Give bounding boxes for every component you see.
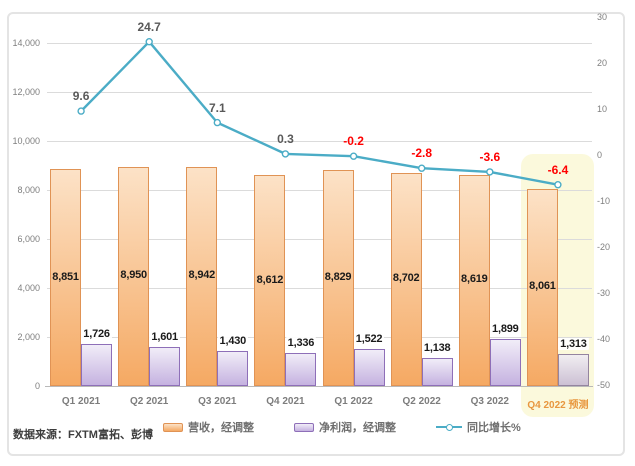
x-axis-label: Q1 2021 <box>61 396 101 407</box>
revenue-bar <box>458 174 490 386</box>
revenue-value-label: 8,829 <box>324 270 352 283</box>
profit-value-label: 1,601 <box>149 330 180 343</box>
legend-label-revenue: 营收，经调整 <box>188 422 254 434</box>
y2-axis-tick-label: 0 <box>597 149 603 160</box>
y2-axis-tick-label: 30 <box>597 11 608 22</box>
y2-axis-tick-label: -50 <box>597 379 611 390</box>
growth-value-label: -2.8 <box>411 146 433 161</box>
legend-item-growth: 同比增长% <box>436 419 521 435</box>
y-axis-tick-label: 4,000 <box>17 282 40 293</box>
revenue-bar <box>526 188 558 386</box>
x-axis-label: Q2 2022 <box>402 396 441 407</box>
revenue-value-label: 8,950 <box>120 269 147 282</box>
revenue-swatch-icon <box>163 422 183 432</box>
legend-item-revenue: 营收，经调整 <box>163 419 254 435</box>
revenue-value-label: 8,061 <box>529 280 556 293</box>
revenue-value-label: 8,612 <box>256 273 284 286</box>
legend-item-profit: 净利润，经调整 <box>294 419 396 435</box>
x-axis-label: Q3 2021 <box>198 396 237 407</box>
growth-value-label: -0.2 <box>343 134 364 149</box>
profit-value-label: 1,138 <box>421 342 453 355</box>
growth-value-label: -3.6 <box>479 149 501 164</box>
profit-value-label: 1,313 <box>558 337 589 350</box>
growth-marker-icon <box>446 423 453 431</box>
profit-value-label: 1,336 <box>285 337 317 350</box>
profit-bar <box>557 353 589 386</box>
revenue-bar <box>390 172 422 386</box>
profit-value-label: 1,726 <box>81 327 112 340</box>
profit-bar <box>421 358 453 386</box>
chart-frame-border <box>7 12 625 456</box>
y-axis-tick-label: 6,000 <box>17 233 40 244</box>
x-axis-label: Q1 2022 <box>334 396 373 407</box>
revenue-value-label: 8,942 <box>188 269 216 282</box>
y2-axis-tick-label: -10 <box>597 195 611 206</box>
growth-value-label: 0.3 <box>277 131 294 146</box>
y2-axis-tick-label: -40 <box>597 333 611 344</box>
growth-value-label: 9.6 <box>72 89 90 104</box>
x-axis-label: Q2 2021 <box>130 396 169 407</box>
revenue-value-label: 8,619 <box>461 273 488 286</box>
gridline <box>47 190 592 191</box>
revenue-value-label: 8,702 <box>392 272 420 285</box>
y2-axis-tick-label: -30 <box>597 287 611 298</box>
revenue-bar <box>118 166 150 386</box>
profit-swatch-icon <box>294 422 314 432</box>
y-axis-tick-label: 12,000 <box>12 86 40 97</box>
revenue-value-label: 8,851 <box>52 270 79 283</box>
legend-label-profit: 净利润，经调整 <box>319 422 396 434</box>
x-axis-line <box>45 386 593 387</box>
profit-bar <box>149 346 181 386</box>
revenue-bar <box>254 175 286 386</box>
y-axis-tick-label: 14,000 <box>12 37 40 48</box>
legend: 营收，经调整 净利润，经调整 同比增长% <box>163 419 521 435</box>
profit-bar <box>217 350 249 386</box>
growth-point-marker-icon <box>213 118 222 127</box>
y-axis-tick-label: 10,000 <box>12 135 40 146</box>
gridline <box>47 141 592 142</box>
y2-axis-tick-label: 20 <box>597 57 608 68</box>
profit-value-label: 1,430 <box>217 334 249 347</box>
legend-label-growth: 同比增长% <box>467 422 521 434</box>
y2-axis-tick-label: -20 <box>597 241 611 252</box>
growth-value-label: -6.4 <box>547 162 569 177</box>
profit-bar <box>353 348 385 386</box>
gridline <box>47 288 592 289</box>
y2-axis-tick-label: 10 <box>597 103 608 114</box>
y-axis-tick-label: 0 <box>34 380 40 391</box>
revenue-bar <box>322 169 354 386</box>
profit-value-label: 1,899 <box>490 323 521 336</box>
growth-point-marker-icon <box>77 107 85 115</box>
revenue-bar <box>50 169 82 386</box>
x-axis-label: Q3 2022 <box>470 396 509 407</box>
profit-bar <box>489 339 521 386</box>
x-axis-label: Q4 2021 <box>266 396 305 407</box>
profit-bar <box>285 353 317 386</box>
source-note: 数据来源：FXTM富拓、彭博 <box>13 429 153 441</box>
gridline <box>47 239 592 240</box>
x-axis-label: Q4 2022 预测 <box>527 400 589 411</box>
y-axis-tick-label: 8,000 <box>17 184 40 195</box>
growth-line-swatch-icon <box>436 423 462 431</box>
growth-point-marker-icon <box>418 164 426 172</box>
y-axis-tick-label: 2,000 <box>17 331 40 342</box>
growth-point-marker-icon <box>349 152 358 160</box>
growth-point-marker-icon <box>281 150 290 158</box>
gridline <box>47 43 592 44</box>
gridline <box>47 92 592 93</box>
growth-value-label: 7.1 <box>208 100 226 115</box>
profit-value-label: 1,522 <box>353 332 385 345</box>
profit-bar <box>81 343 113 386</box>
gridline <box>47 337 592 338</box>
growth-value-label: 24.7 <box>137 19 161 34</box>
